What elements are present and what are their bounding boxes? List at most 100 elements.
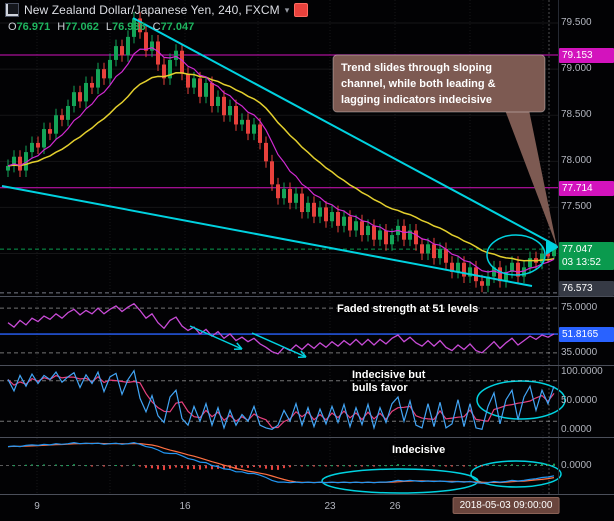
ohlc-readout: O76.971 H77.062 L76.936 C77.047 [8,21,194,33]
rsi-note[interactable]: Faded strength at 51 levels [337,303,479,315]
candle-body [426,244,430,254]
macd-histogram-bar [403,465,405,467]
candle [102,62,106,85]
candle [384,224,388,251]
candle-body [18,156,22,171]
callout-line-2: channel, while both leading & [341,78,496,90]
candle-body [282,188,286,199]
price-axis-badge: 77.047 [559,242,614,258]
macd-histogram-bar [451,465,453,467]
channel-apex-arrow[interactable] [546,239,559,255]
candle [48,122,52,141]
candle [192,71,196,95]
callout-line-1: Trend slides through sloping [341,62,492,74]
high-label: H [57,21,66,33]
highlight-ellipse[interactable] [470,460,562,488]
candle-body [102,69,106,79]
stoch-note-2[interactable]: bulls favor [352,382,408,394]
highlight-ellipse[interactable] [486,234,546,276]
candle-body [522,267,526,277]
stoch-pane[interactable] [0,366,558,436]
pane-separator[interactable] [0,296,614,297]
symbol-title[interactable]: New Zealand Dollar/Japanese Yen, 240, FX… [24,3,280,17]
stoch-d-line[interactable] [7,374,555,429]
candle [60,108,64,127]
candle-body [198,78,202,97]
candle-body [510,262,514,272]
annotation-arrow[interactable] [189,325,243,350]
price-axis-badge: 76.573 [559,281,614,296]
candle-body [528,258,532,268]
macd-histogram-bar [247,465,249,468]
chevron-down-icon[interactable]: ▾ [284,4,290,15]
candle [318,200,322,224]
candle-body [270,161,274,185]
macd-histogram-bar [373,465,375,467]
pane-separator[interactable] [0,365,614,366]
candle-body [114,46,118,60]
pane-separator[interactable] [0,437,614,438]
callout-annotation[interactable]: Trend slides through sloping channel, wh… [341,60,541,108]
candle-body [138,18,142,33]
time-axis-label: 9 [34,501,40,512]
open-label: O [8,21,17,33]
macd-histogram-bar [85,465,87,467]
stoch-note-1[interactable]: Indecisive but [352,369,426,381]
candle [24,145,28,177]
candle [210,76,214,113]
fast-ma-line[interactable] [7,47,555,274]
candle-body [216,96,220,107]
macd-line[interactable] [7,441,555,484]
candle [162,58,166,85]
callout-box[interactable] [332,54,546,113]
candle [372,219,376,247]
stoch-k-line[interactable] [7,369,555,431]
macd-histogram-bar [271,465,273,470]
candle [96,62,100,95]
candle-body [252,124,256,134]
candle-body [6,165,10,171]
candle-body [48,129,52,134]
channel-trendline[interactable] [132,17,558,247]
macd-pane[interactable] [0,438,558,493]
rsi-line[interactable] [7,302,555,355]
channel-trendline[interactable] [1,185,533,287]
highlight-ellipse[interactable] [476,380,566,420]
candle [378,224,382,247]
candle-body [486,276,490,286]
candle-body [492,267,496,277]
candle [330,205,334,228]
low-label: L [105,21,112,33]
candle-body [204,82,208,97]
annotation-arrow[interactable] [251,332,307,358]
candle [342,210,346,233]
price-axis-tick: 50.0000 [561,395,598,406]
candle [312,196,316,224]
candle [288,182,292,210]
macd-histogram-bar [163,465,165,471]
candle-body [438,248,442,259]
candle [30,136,34,159]
macd-histogram-bar [157,465,159,470]
macd-histogram-bar [205,465,207,469]
open-value: 76.971 [16,21,51,33]
macd-histogram-bar [241,465,243,468]
macd-histogram-bar [355,465,357,467]
candle [324,200,328,228]
callout-tail[interactable] [505,110,557,247]
price-axis-tick: 79.500 [561,17,592,29]
slow-ma-line[interactable] [7,72,555,262]
main-chart-pane[interactable] [0,0,558,295]
candle-body [264,142,268,162]
red-badge-icon[interactable] [294,3,309,17]
candle-body [456,262,460,272]
candle [468,260,472,284]
candle [408,224,412,247]
macd-note[interactable]: Indecisive [392,444,446,456]
candle-body [504,271,508,282]
chart-type-icon[interactable] [5,3,19,17]
candle [258,118,262,150]
chart-canvas[interactable] [0,0,614,495]
price-axis-badge: 77.714 [559,180,614,196]
